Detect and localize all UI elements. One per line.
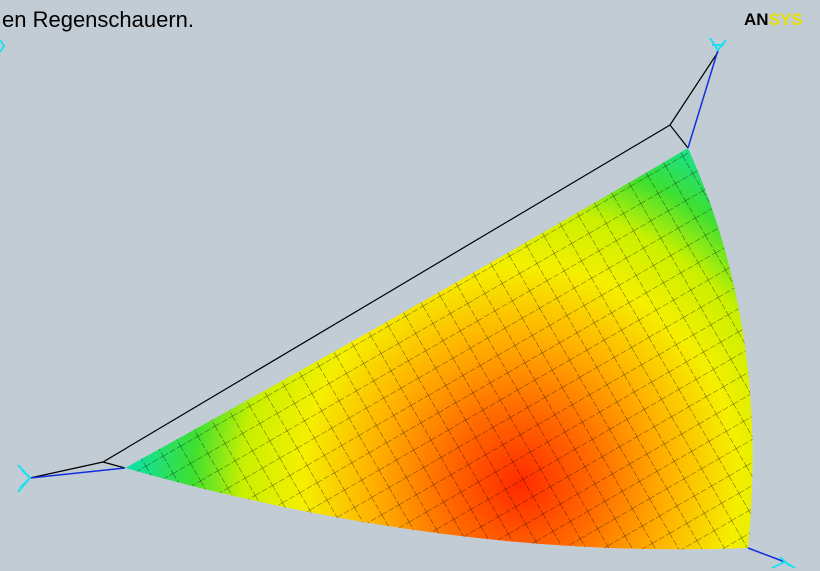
mesh xyxy=(100,120,800,570)
frame-line xyxy=(103,462,125,468)
support xyxy=(710,38,726,50)
logo-first: AN xyxy=(744,10,769,29)
ansys-view: en Regenschauern. ANSYS xyxy=(0,0,820,571)
support xyxy=(18,465,30,492)
membrane xyxy=(100,120,800,570)
support xyxy=(0,40,4,52)
logo-second: SYS xyxy=(769,10,803,29)
caption: en Regenschauern. xyxy=(2,7,194,32)
cable xyxy=(30,468,125,478)
cable xyxy=(748,548,785,562)
ansys-logo: ANSYS xyxy=(744,10,803,29)
page: en Regenschauern. ANSYS (() => { const d… xyxy=(0,0,820,571)
cable xyxy=(688,50,718,148)
frame-line xyxy=(670,125,688,148)
